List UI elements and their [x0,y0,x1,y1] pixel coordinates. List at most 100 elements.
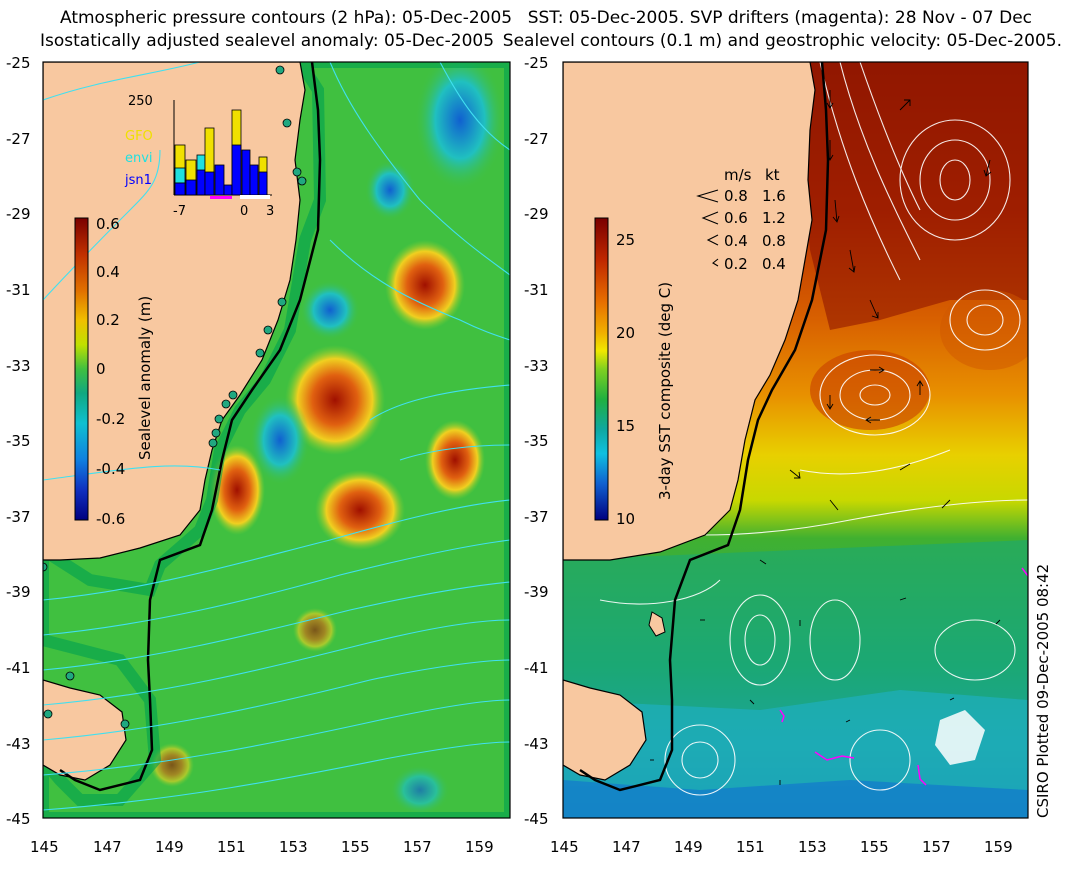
left-cbar-tick-0.4: 0.4 [96,263,120,281]
sst-features [563,62,1028,818]
right-lat-tick: -39 [524,583,549,601]
left-lon-tick: 153 [279,838,308,856]
right-lon-ticks: 145 147 149 151 153 155 157 159 [550,838,1013,856]
plot-credit: CSIRO Plotted 09-Dec-2005 08:42 [1034,563,1052,818]
left-cbar-tick-0.2: 0.2 [96,311,120,329]
right-cbar-tick-10: 10 [616,510,635,528]
right-cbar-tick-25: 25 [616,231,635,249]
right-colorbar-label: 3-day SST composite (deg C) [656,281,674,500]
left-lon-tick: 157 [403,838,432,856]
left-cbar-tick-0.6: 0.6 [96,215,120,233]
inset-legend-envi: envi [125,151,153,166]
right-title-line1: SST: 05-Dec-2005. SVP drifters (magenta)… [527,8,1032,28]
left-cbar-tick-0: 0 [96,360,106,378]
right-lat-tick: -35 [524,432,549,450]
right-lon-tick: 145 [550,838,579,856]
speed-row-kt-2: 0.8 [762,232,786,250]
speed-arrow-0.4 [706,234,719,246]
left-lon-tick: 149 [155,838,184,856]
right-lat-tick: -25 [524,54,549,72]
right-lon-tick: 151 [736,838,765,856]
inset-y-label: 250 [128,94,153,109]
right-lat-tick: -43 [524,735,549,753]
left-map-frame [42,61,511,819]
right-lat-tick: -33 [524,357,549,375]
left-lon-tick: 145 [30,838,59,856]
right-lon-tick: 147 [612,838,641,856]
left-lat-tick: -35 [6,432,31,450]
geostrophic-velocity-vectors [650,90,1001,785]
right-lat-tick: -27 [524,130,549,148]
right-lon-tick: 153 [798,838,827,856]
left-lon-tick: 151 [217,838,246,856]
speed-row-ms-3: 0.2 [724,255,748,273]
speed-row-ms-0: 0.8 [724,187,748,205]
right-lon-tick: 149 [674,838,703,856]
svp-drifter-tracks [779,567,1028,786]
left-lon-ticks: 145 147 149 151 153 155 157 159 [30,838,494,856]
speed-row-ms-2: 0.4 [724,232,748,250]
left-lat-tick: -41 [6,659,31,677]
inset-x-tick-neg7: -7 [173,204,186,219]
speed-arrow-0.6 [701,211,719,225]
right-title-line2: Sealevel contours (0.1 m) and geostrophi… [502,31,1062,51]
right-land-tasmania [563,679,647,781]
right-colorbar: 25 20 15 10 [594,217,635,528]
right-cbar-tick-20: 20 [616,324,635,342]
speed-row-kt-1: 1.2 [762,209,786,227]
left-colorbar: 0.6 0.4 0.2 0 -0.2 -0.4 -0.6 [74,215,125,528]
pressure-contours [43,62,510,811]
speed-row-ms-1: 0.6 [724,209,748,227]
left-lat-tick: -39 [6,583,31,601]
speed-arrow-0.2 [712,258,719,267]
sealevel-contours [563,62,1028,796]
inset-time-markers [210,196,232,199]
speed-legend-header-ms: m/s [724,166,752,184]
speed-arrow-0.8 [696,189,719,203]
right-map [563,62,1028,818]
speed-row-kt-3: 0.4 [762,255,786,273]
right-lat-ticks: -25 -27 -29 -31 -33 -35 -37 -39 -41 -43 … [524,54,549,828]
altimeter-inset: 250 GFO envi jsn1 -7 0 3 [124,94,275,219]
left-title-line2: Isostatically adjusted sealevel anomaly:… [40,31,495,51]
left-cbar-tick-neg0.6: -0.6 [96,510,125,528]
inset-x-tick-3: 3 [266,204,274,219]
inset-legend-jsn1: jsn1 [124,173,152,188]
speed-legend-header-kt: kt [765,166,780,184]
right-shelf-contour [579,62,830,792]
right-lat-tick: -45 [524,810,549,828]
right-lat-tick: -29 [524,205,549,223]
speed-legend: m/s kt 0.8 1.6 0.6 1.2 0.4 0.8 0.2 0.4 [696,166,786,273]
left-lat-tick: -31 [6,281,31,299]
left-lat-tick: -37 [6,508,31,526]
left-lat-tick: -33 [6,357,31,375]
left-lat-tick: -25 [6,54,31,72]
left-shelf-contour [59,62,322,792]
left-lat-ticks: -25 -27 -29 -31 -33 -35 -37 -39 -41 -43 … [6,54,31,828]
right-land-island [648,611,666,637]
left-title-line1: Atmospheric pressure contours (2 hPa): 0… [60,8,513,28]
inset-bars [174,109,268,196]
left-lon-tick: 155 [341,838,370,856]
speed-row-kt-0: 1.6 [762,187,786,205]
right-cbar-tick-15: 15 [616,417,635,435]
left-cbar-tick-neg0.2: -0.2 [96,410,125,428]
right-lon-tick: 157 [922,838,951,856]
right-lon-tick: 155 [860,838,889,856]
right-map-frame [562,61,1029,819]
left-lon-tick: 159 [465,838,494,856]
left-colorbar-label: Sealevel anomaly (m) [136,295,154,460]
left-lat-tick: -27 [6,130,31,148]
inset-legend-gfo: GFO [125,129,153,144]
left-lon-tick: 147 [93,838,122,856]
right-lon-tick: 159 [984,838,1013,856]
left-land-tasmania [43,679,127,781]
right-lat-tick: -37 [524,508,549,526]
left-lat-tick: -45 [6,810,31,828]
altimeter-stations [43,65,307,729]
inset-x-tick-0: 0 [240,204,248,219]
left-lat-tick: -43 [6,735,31,753]
left-cbar-tick-neg0.4: -0.4 [96,460,125,478]
left-map [43,62,510,818]
